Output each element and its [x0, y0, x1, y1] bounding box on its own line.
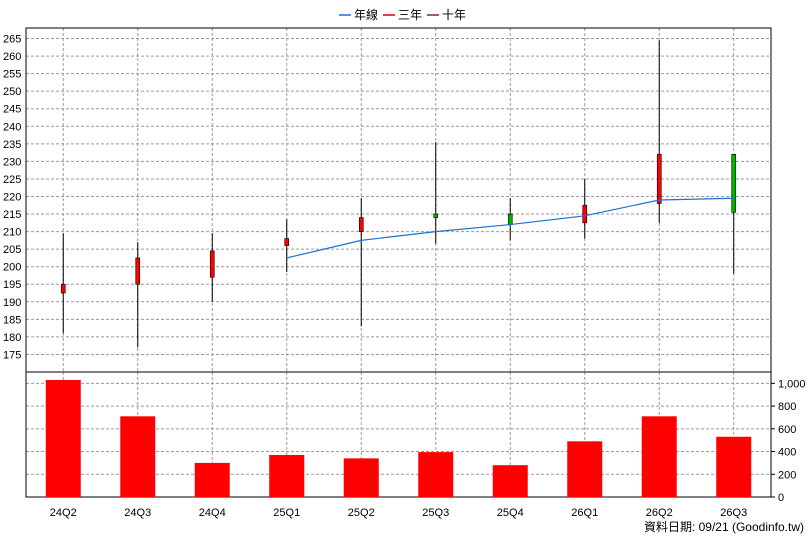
x-axis-ticks: 24Q2 24Q3 24Q4 25Q1 25Q2 25Q3 25Q4 26Q1 26Q2 26Q3: [50, 507, 747, 519]
volume-tick-label-600: 600: [778, 424, 796, 436]
year-line: [286, 197, 734, 259]
x-tick-label-25Q4: 25Q4: [497, 507, 524, 519]
candle-body-25Q4: [507, 213, 513, 225]
price-tick-label-250: 250: [3, 86, 21, 98]
candle-body-25Q1: [284, 238, 290, 246]
price-tick-label-230: 230: [3, 156, 21, 168]
price-tick-label-235: 235: [3, 139, 21, 151]
x-tick-label-24Q4: 24Q4: [199, 507, 226, 519]
price-tick-label-255: 255: [3, 69, 21, 81]
volume-bar-25Q3: [418, 452, 454, 497]
legend-label-0: 年線: [354, 7, 378, 22]
x-tick-label-26Q2: 26Q2: [646, 507, 673, 519]
x-tick-label-24Q3: 24Q3: [124, 507, 151, 519]
volume-bar-24Q4: [194, 462, 230, 497]
price-tick-label-240: 240: [3, 121, 21, 133]
x-tick-label-25Q3: 25Q3: [422, 507, 449, 519]
volume-bar-25Q2: [343, 458, 379, 497]
price-tick-label-185: 185: [3, 314, 21, 326]
volume-frame: [25, 371, 772, 498]
volume-tick-label-800: 800: [778, 401, 796, 413]
candle-body-24Q3: [135, 257, 141, 285]
price-tick-label-195: 195: [3, 279, 21, 291]
x-tick-label-26Q3: 26Q3: [720, 507, 747, 519]
price-tick-label-265: 265: [3, 34, 21, 46]
price-tick-label-215: 215: [3, 209, 21, 221]
candle-body-26Q2: [656, 154, 662, 204]
plot-frames: [25, 27, 772, 498]
price-tick-label-260: 260: [3, 51, 21, 63]
price-tick-label-205: 205: [3, 244, 21, 256]
price-tick-label-245: 245: [3, 104, 21, 116]
footer-source: 資料日期: 09/21 (Goodinfo.tw): [644, 520, 804, 534]
volume-bar-26Q2: [641, 416, 677, 497]
price-tick-label-210: 210: [3, 227, 21, 239]
volume-bar-26Q1: [567, 441, 603, 497]
x-tick-label-26Q1: 26Q1: [571, 507, 598, 519]
candle-body-24Q2: [60, 283, 66, 294]
volume-bar-25Q4: [492, 465, 528, 497]
volume-tick-label-0: 0: [778, 492, 784, 504]
price-grid: [26, 28, 771, 372]
price-tick-label-200: 200: [3, 262, 21, 274]
legend-label-2: 十年: [442, 8, 466, 22]
price-tick-label-220: 220: [3, 191, 21, 203]
year-line-path: [286, 197, 734, 259]
volume-bar-24Q3: [120, 416, 156, 497]
x-tick-label-25Q2: 25Q2: [348, 507, 375, 519]
price-tick-label-180: 180: [3, 332, 21, 344]
volume-tick-label-1000: 1,000: [778, 378, 806, 390]
price-tick-label-225: 225: [3, 174, 21, 186]
x-tick-label-24Q2: 24Q2: [50, 507, 77, 519]
candle-body-24Q4: [209, 250, 215, 278]
candle-body-25Q2: [358, 217, 364, 232]
candle-body-25Q3: [433, 213, 439, 218]
candles: [60, 40, 737, 348]
volume-tick-label-200: 200: [778, 469, 796, 481]
candle-body-26Q1: [582, 204, 588, 224]
volume-bars: [45, 379, 752, 497]
x-tick-label-25Q1: 25Q1: [273, 507, 300, 519]
price-tick-label-175: 175: [3, 349, 21, 361]
price-tick-label-190: 190: [3, 297, 21, 309]
legend-label-1: 三年: [398, 8, 422, 22]
volume-bar-26Q3: [716, 436, 752, 497]
price-axis-ticks: 175 180 185 190 195 200 205 210 215 220 225 230 235 2…: [3, 34, 21, 362]
volume-bar-24Q2: [45, 379, 81, 497]
volume-bar-25Q1: [269, 454, 305, 497]
volume-tick-label-400: 400: [778, 447, 796, 459]
volume-axis-ticks: 0 200 400 600 800 1,000: [771, 378, 806, 504]
legend: 年線 三年 十年: [339, 7, 466, 22]
candle-body-26Q3: [731, 154, 737, 213]
